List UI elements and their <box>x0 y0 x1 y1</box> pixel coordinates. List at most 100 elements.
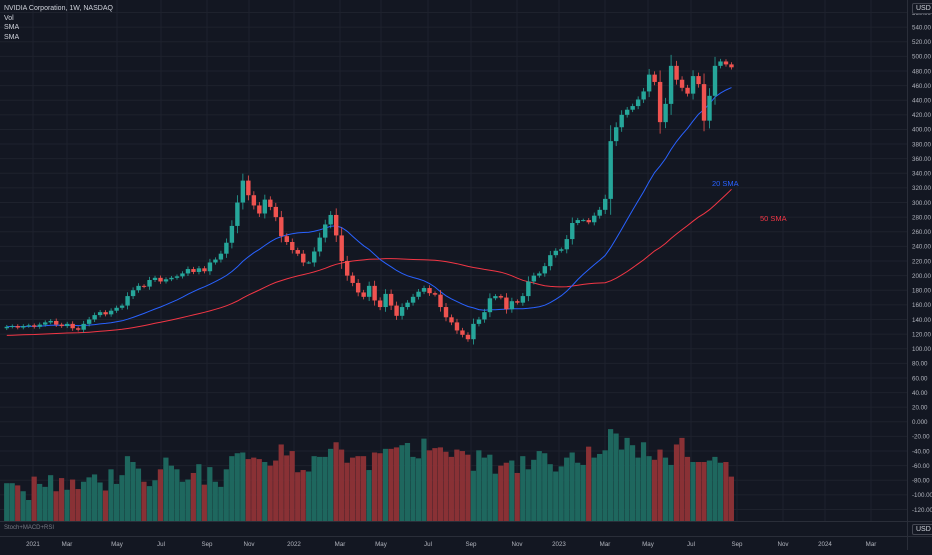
candle <box>262 194 268 219</box>
candle-body <box>196 268 202 272</box>
volume-bar <box>706 460 713 521</box>
volume-bar <box>514 472 520 521</box>
candle-body <box>410 296 416 303</box>
candle-body <box>405 302 410 308</box>
currency-badge-bottom[interactable]: USD <box>912 524 932 535</box>
candle <box>158 275 163 284</box>
volume-bar <box>349 457 356 521</box>
candle <box>657 70 663 134</box>
volume-bar <box>377 453 383 521</box>
candle <box>723 59 729 67</box>
candle <box>328 211 333 229</box>
volume-bar <box>273 460 279 521</box>
volume-bar <box>547 464 553 521</box>
candle-body <box>279 217 284 237</box>
candle-body <box>119 305 125 308</box>
candle <box>344 255 350 281</box>
sma-20-line <box>6 87 732 328</box>
price-tick-label: -20.00 <box>912 434 930 441</box>
candle-body <box>476 319 482 324</box>
price-tick-label: 440.00 <box>912 98 931 105</box>
candle-body <box>668 65 674 104</box>
volume-bar <box>679 437 685 521</box>
candle-body <box>240 180 246 203</box>
volume-bar <box>657 449 663 521</box>
price-tick-label: 140.00 <box>912 317 931 324</box>
legend-sma-1[interactable]: SMA <box>4 24 20 31</box>
volume-bar <box>59 478 65 521</box>
candle <box>180 271 185 279</box>
candle <box>15 324 20 330</box>
indicator-pane-label[interactable]: Stoch+MACD+RSI <box>4 525 55 531</box>
price-tick-label: 460.00 <box>912 83 931 90</box>
price-tick-label: 380.00 <box>912 141 931 148</box>
price-tick-label: 180.00 <box>912 288 931 295</box>
candle-body <box>97 312 103 316</box>
candle <box>130 287 136 300</box>
candle <box>537 271 542 278</box>
volume-bar <box>602 450 608 521</box>
candle <box>207 258 213 275</box>
time-axis[interactable]: 2021 Mar May Jul Sep Nov 2022 Mar May Jul Sep Nov 20… <box>26 541 876 548</box>
candle <box>290 238 295 254</box>
volume-bar <box>476 450 482 521</box>
volume-bar <box>520 456 526 521</box>
volume-bar <box>119 475 125 521</box>
candle-body <box>465 334 471 340</box>
currency-badge-top[interactable]: USD <box>912 3 932 14</box>
legend-sma-2[interactable]: SMA <box>4 33 20 41</box>
candle <box>350 272 355 287</box>
volume-bar <box>382 448 389 521</box>
sma-50-label: 50 SMA <box>760 214 787 223</box>
price-tick-label: 400.00 <box>912 127 931 134</box>
candle-body <box>388 293 394 306</box>
volume-bar <box>31 476 37 521</box>
candle-body <box>597 209 602 216</box>
candle <box>575 217 580 226</box>
volume-bar <box>163 457 169 521</box>
candle <box>202 266 207 274</box>
volume-bar <box>690 462 696 521</box>
candle-body <box>399 307 405 316</box>
price-tick-label: 300.00 <box>912 200 931 207</box>
volume-bar <box>569 452 575 521</box>
candle-body <box>4 326 9 329</box>
sma-annotations: 20 SMA 50 SMA <box>712 179 787 223</box>
volume-bar <box>174 469 180 521</box>
volume-bar <box>371 452 378 521</box>
candle <box>454 318 460 334</box>
volume-bar <box>207 467 213 521</box>
volume-bar <box>355 456 361 521</box>
volume-bar <box>179 481 185 521</box>
price-tick-label: 420.00 <box>912 112 931 119</box>
candle-body <box>202 268 207 272</box>
price-tick-label: 260.00 <box>912 229 931 236</box>
volume-bar <box>728 476 734 521</box>
symbol-title[interactable]: NVIDIA Corporation, 1W, NASDAQ <box>4 5 113 12</box>
volume-bar <box>229 456 235 521</box>
legend-volume[interactable]: Vol <box>4 14 14 22</box>
candle <box>251 191 257 210</box>
volume-bar <box>553 471 559 521</box>
candle-body <box>646 74 652 92</box>
candle <box>273 202 279 222</box>
price-axis[interactable]: 560.00540.00520.00500.00480.00460.00440.… <box>912 10 932 514</box>
candle-body <box>454 322 460 331</box>
candle-body <box>707 95 712 121</box>
candle <box>218 250 224 263</box>
candle-body <box>37 324 42 327</box>
candle <box>586 218 591 225</box>
volume-bar <box>531 459 537 521</box>
candle <box>163 277 169 284</box>
candle-body <box>652 74 657 82</box>
volume-bars <box>4 429 734 521</box>
volume-bar <box>487 454 493 521</box>
candle <box>213 257 218 265</box>
price-tick-label: 60.00 <box>912 375 928 382</box>
price-tick-label: 220.00 <box>912 258 931 265</box>
time-tick-label: Mar <box>600 541 611 548</box>
volume-bar <box>509 460 515 521</box>
candle-body <box>679 79 685 88</box>
candle-body <box>257 205 262 214</box>
